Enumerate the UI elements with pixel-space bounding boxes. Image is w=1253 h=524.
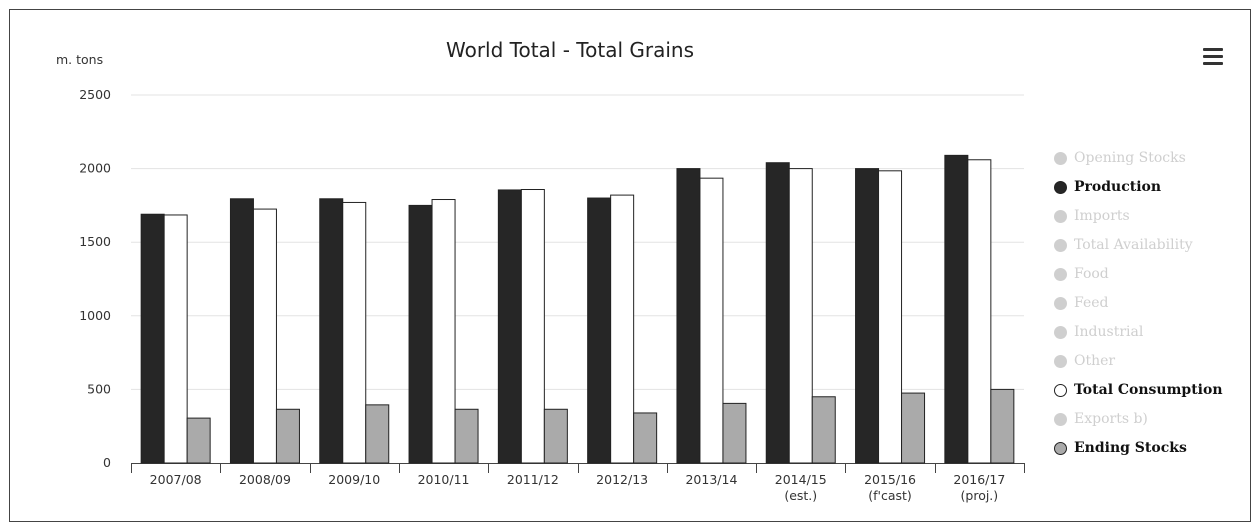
legend-label: Ending Stocks (1074, 440, 1187, 456)
legend-marker (1054, 268, 1067, 281)
x-tick-label: 2011/12 (507, 472, 559, 487)
y-axis-unit-label: m. tons (56, 52, 104, 67)
bar-ending-stocks[interactable] (811, 396, 836, 464)
bar-total-consumption[interactable] (431, 199, 456, 464)
legend-marker (1054, 210, 1067, 223)
bar-total-consumption[interactable] (342, 201, 367, 464)
bar-production[interactable] (408, 204, 433, 464)
legend-marker (1054, 355, 1067, 368)
x-tick-label: (proj.) (961, 488, 999, 503)
x-tick-label: (est.) (784, 488, 817, 503)
legend-label: Opening Stocks (1074, 150, 1186, 166)
x-tick-label: 2013/14 (685, 472, 737, 487)
legend-label: Imports (1074, 208, 1130, 224)
legend-label: Feed (1074, 295, 1109, 311)
chart-title: World Total - Total Grains (445, 38, 694, 62)
bar-production[interactable] (497, 189, 522, 464)
x-tick-label: (f'cast) (868, 488, 912, 503)
y-tick-label: 1000 (79, 308, 111, 323)
legend-marker (1054, 297, 1067, 310)
y-tick-label: 0 (103, 455, 111, 470)
bar-ending-stocks[interactable] (990, 388, 1015, 464)
legend-label: Other (1074, 353, 1116, 369)
bar-total-consumption[interactable] (520, 189, 545, 464)
x-tick-label: 2012/13 (596, 472, 648, 487)
bar-production[interactable] (587, 197, 612, 464)
legend-marker (1054, 413, 1067, 426)
legend-label: Food (1074, 266, 1109, 282)
bar-ending-stocks[interactable] (365, 404, 390, 464)
bar-total-consumption[interactable] (699, 177, 724, 464)
bar-production[interactable] (319, 198, 344, 464)
bar-production[interactable] (765, 162, 790, 464)
menu-line (1203, 55, 1223, 58)
y-tick-label: 2500 (79, 87, 111, 102)
x-tick-label: 2016/17 (953, 472, 1005, 487)
x-tick-label: 2009/10 (328, 472, 380, 487)
legend-marker (1054, 326, 1067, 339)
bar-total-consumption[interactable] (163, 214, 188, 464)
bar-production[interactable] (855, 168, 880, 464)
x-tick-label: 2015/16 (864, 472, 916, 487)
legend-marker (1054, 181, 1067, 194)
x-tick-label: 2010/11 (418, 472, 470, 487)
hamburger-menu-icon[interactable] (1203, 48, 1223, 65)
legend-marker (1054, 152, 1067, 165)
bar-total-consumption[interactable] (878, 170, 903, 464)
x-tick-label: 2014/15 (775, 472, 827, 487)
bar-production[interactable] (229, 198, 254, 464)
menu-line (1203, 48, 1223, 51)
y-tick-label: 1500 (79, 234, 111, 249)
bar-production[interactable] (944, 154, 969, 464)
menu-line (1203, 62, 1223, 65)
bar-ending-stocks[interactable] (186, 417, 211, 464)
bar-total-consumption[interactable] (788, 168, 813, 464)
bar-ending-stocks[interactable] (275, 408, 300, 464)
y-tick-label: 500 (87, 381, 111, 396)
legend-label: Production (1074, 179, 1162, 195)
bar-ending-stocks[interactable] (901, 392, 926, 464)
bar-total-consumption[interactable] (610, 194, 635, 464)
bar-total-consumption[interactable] (967, 159, 992, 464)
legend-marker (1054, 239, 1067, 252)
legend-label: Exports b) (1074, 411, 1148, 427)
bar-production[interactable] (676, 168, 701, 464)
legend-label: Total Availability (1074, 237, 1193, 253)
legend-label: Industrial (1074, 324, 1144, 340)
bar-ending-stocks[interactable] (722, 402, 747, 464)
bar-ending-stocks[interactable] (633, 412, 658, 464)
y-tick-label: 2000 (79, 161, 111, 176)
legend-marker (1054, 384, 1067, 397)
legend-marker (1054, 442, 1067, 455)
x-tick-label: 2008/09 (239, 472, 291, 487)
bar-total-consumption[interactable] (252, 208, 277, 464)
bar-ending-stocks[interactable] (454, 408, 479, 464)
x-tick-label: 2007/08 (150, 472, 202, 487)
legend-label: Total Consumption (1074, 382, 1223, 398)
bar-production[interactable] (140, 213, 165, 464)
bar-ending-stocks[interactable] (543, 408, 568, 464)
